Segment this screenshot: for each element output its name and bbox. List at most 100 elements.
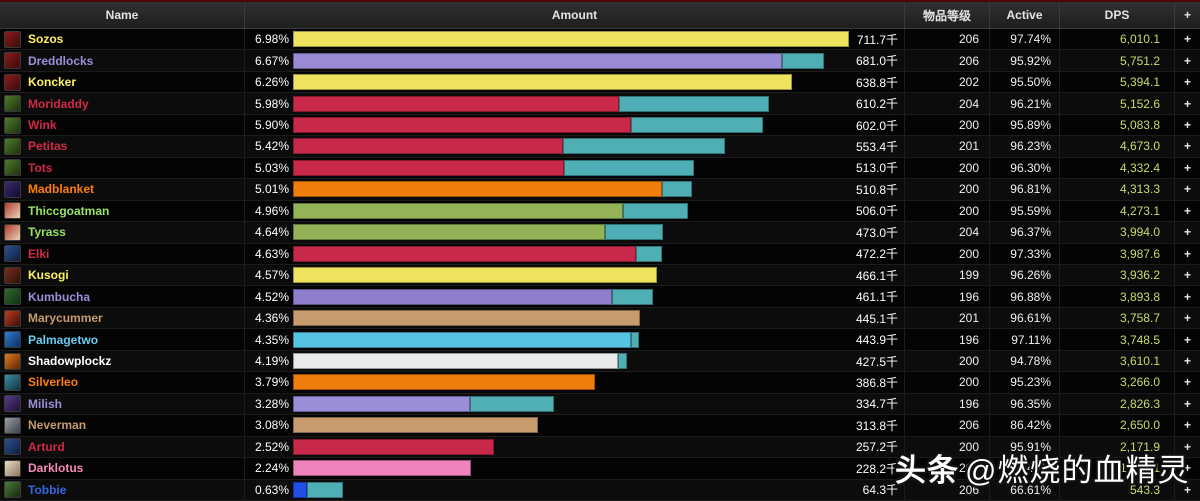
damage-bar-teal-segment (562, 138, 725, 155)
player-name-link[interactable]: Petitas (28, 139, 68, 154)
active-percent-value: 95.92% (990, 50, 1060, 71)
player-name-link[interactable]: Koncker (28, 75, 77, 90)
player-name-link[interactable]: Kusogi (28, 268, 69, 283)
damage-bar (293, 438, 849, 455)
expand-row-button[interactable]: + (1183, 482, 1191, 497)
table-row[interactable]: Shadowplockz 4.19% 427.5千 200 94.78% 3,6… (0, 350, 1200, 373)
column-header-amount[interactable]: Amount (245, 2, 905, 28)
player-name-link[interactable]: Arturd (28, 439, 65, 454)
damage-percent: 4.64% (254, 225, 289, 240)
table-row[interactable]: Kumbucha 4.52% 461.1千 196 96.88% 3,893.8… (0, 286, 1200, 308)
player-name-link[interactable]: Wink (28, 118, 57, 133)
table-row[interactable]: Tyrass 4.64% 473.0千 204 96.37% 3,994.0 + (0, 222, 1200, 244)
expand-row-button[interactable]: + (1183, 246, 1191, 261)
expand-row-button[interactable]: + (1183, 182, 1191, 197)
active-percent-value: 97.74% (990, 29, 1060, 50)
column-header-dps[interactable]: DPS (1060, 2, 1175, 28)
damage-bar-main-segment (293, 159, 564, 176)
player-name-link[interactable]: Tots (28, 160, 53, 175)
damage-bar-teal-segment (470, 395, 555, 412)
expand-row-button[interactable]: + (1183, 354, 1191, 369)
player-name-link[interactable]: Marycummer (28, 311, 103, 326)
expand-row-button[interactable]: + (1183, 439, 1191, 454)
expand-row-button[interactable]: + (1183, 139, 1191, 154)
expand-row-button[interactable]: + (1183, 268, 1191, 283)
player-name-link[interactable]: Milish (28, 396, 63, 411)
table-row[interactable]: Kusogi 4.57% 466.1千 199 96.26% 3,936.2 + (0, 264, 1200, 287)
player-name-link[interactable]: Madblanket (28, 182, 95, 197)
damage-bar-teal-segment (619, 95, 770, 112)
column-header-item-level[interactable]: 物品等级 (905, 2, 990, 28)
damage-amount: 711.7千 (856, 32, 898, 47)
expand-row-button[interactable]: + (1183, 311, 1191, 326)
red-crane-seal-icon (4, 223, 21, 241)
expand-row-button[interactable]: + (1183, 203, 1191, 218)
table-row[interactable]: Tots 5.03% 513.0千 200 96.30% 4,332.4 + (0, 157, 1200, 180)
expand-row-button[interactable]: + (1183, 396, 1191, 411)
dps-value: 2,826.3 (1060, 393, 1175, 415)
damage-bar-teal-segment (622, 202, 689, 219)
dps-value: 3,758.7 (1060, 307, 1175, 329)
table-row[interactable]: Darklotus 2.24% 228.2千 201 95.48% 1,927.… (0, 458, 1200, 480)
damage-amount: 228.2千 (855, 461, 898, 476)
table-row[interactable]: Dreddlocks 6.67% 681.0千 206 95.92% 5,751… (0, 50, 1200, 72)
table-row[interactable]: Koncker 6.26% 638.8千 202 95.50% 5,394.1 … (0, 71, 1200, 94)
player-name-link[interactable]: Tyrass (28, 225, 66, 240)
damage-bar-main-segment (293, 52, 782, 69)
table-row[interactable]: Petitas 5.42% 553.4千 201 96.23% 4,673.0 … (0, 136, 1200, 158)
damage-amount: 472.2千 (855, 247, 898, 262)
item-level-value: 200 (905, 243, 990, 264)
player-name-link[interactable]: Kumbucha (28, 289, 91, 304)
player-name-link[interactable]: Palmagetwo (28, 332, 99, 347)
active-percent-value: 95.89% (990, 114, 1060, 136)
table-row[interactable]: Thiccgoatman 4.96% 506.0千 200 95.59% 4,2… (0, 200, 1200, 223)
player-name-link[interactable]: Tobbie (28, 482, 67, 497)
table-row[interactable]: Palmagetwo 4.35% 443.9千 196 97.11% 3,748… (0, 329, 1200, 351)
expand-row-button[interactable]: + (1183, 332, 1191, 347)
player-name-link[interactable]: Moridaddy (28, 96, 89, 111)
damage-percent: 2.52% (254, 439, 289, 454)
expand-row-button[interactable]: + (1183, 160, 1191, 175)
player-name-link[interactable]: Elki (28, 246, 50, 261)
expand-row-button[interactable]: + (1183, 75, 1191, 90)
expand-row-button[interactable]: + (1183, 461, 1191, 476)
expand-row-button[interactable]: + (1183, 53, 1191, 68)
damage-bar-main-segment (293, 138, 563, 155)
player-name-link[interactable]: Thiccgoatman (28, 203, 110, 218)
expand-row-button[interactable]: + (1183, 375, 1191, 390)
expand-row-button[interactable]: + (1183, 32, 1191, 47)
table-row[interactable]: Neverman 3.08% 313.8千 206 86.42% 2,650.0… (0, 415, 1200, 437)
player-name-link[interactable]: Silverleo (28, 375, 79, 390)
table-row[interactable]: Moridaddy 5.98% 610.2千 204 96.21% 5,152.… (0, 93, 1200, 115)
player-name-link[interactable]: Shadowplockz (28, 354, 112, 369)
damage-bar-teal-segment (611, 288, 653, 305)
table-row[interactable]: Silverleo 3.79% 386.8千 200 95.23% 3,266.… (0, 372, 1200, 394)
dps-value: 4,673.0 (1060, 136, 1175, 157)
expand-row-button[interactable]: + (1183, 289, 1191, 304)
player-name-link[interactable]: Sozos (28, 32, 64, 47)
damage-bar-teal-segment (563, 159, 694, 176)
column-header-name[interactable]: Name (0, 2, 245, 28)
table-row[interactable]: Milish 3.28% 334.7千 196 96.35% 2,826.3 + (0, 393, 1200, 416)
expand-row-button[interactable]: + (1183, 225, 1191, 240)
table-row[interactable]: Tobbie 0.63% 64.3千 206 66.61% 543.3 + (0, 479, 1200, 501)
table-row[interactable]: Madblanket 5.01% 510.8千 200 96.81% 4,313… (0, 179, 1200, 201)
table-row[interactable]: Sozos 6.98% 711.7千 206 97.74% 6,010.1 + (0, 29, 1200, 51)
active-percent-value: 66.61% (990, 479, 1060, 500)
damage-bar (293, 117, 849, 134)
table-row[interactable]: Arturd 2.52% 257.2千 200 95.91% 2,171.9 + (0, 436, 1200, 459)
column-header-active[interactable]: Active (990, 2, 1060, 28)
player-name-link[interactable]: Neverman (28, 418, 87, 433)
damage-bar (293, 374, 849, 391)
player-name-link[interactable]: Dreddlocks (28, 53, 94, 68)
table-row[interactable]: Elki 4.63% 472.2千 200 97.33% 3,987.6 + (0, 243, 1200, 265)
column-header-expand[interactable]: + (1183, 8, 1191, 22)
expand-row-button[interactable]: + (1183, 118, 1191, 133)
player-name-link[interactable]: Darklotus (28, 461, 84, 476)
expand-row-button[interactable]: + (1183, 418, 1191, 433)
table-row[interactable]: Marycummer 4.36% 445.1千 201 96.61% 3,758… (0, 307, 1200, 330)
table-row[interactable]: Wink 5.90% 602.0千 200 95.89% 5,083.8 + (0, 114, 1200, 137)
expand-row-button[interactable]: + (1183, 96, 1191, 111)
damage-amount: 610.2千 (855, 97, 898, 112)
